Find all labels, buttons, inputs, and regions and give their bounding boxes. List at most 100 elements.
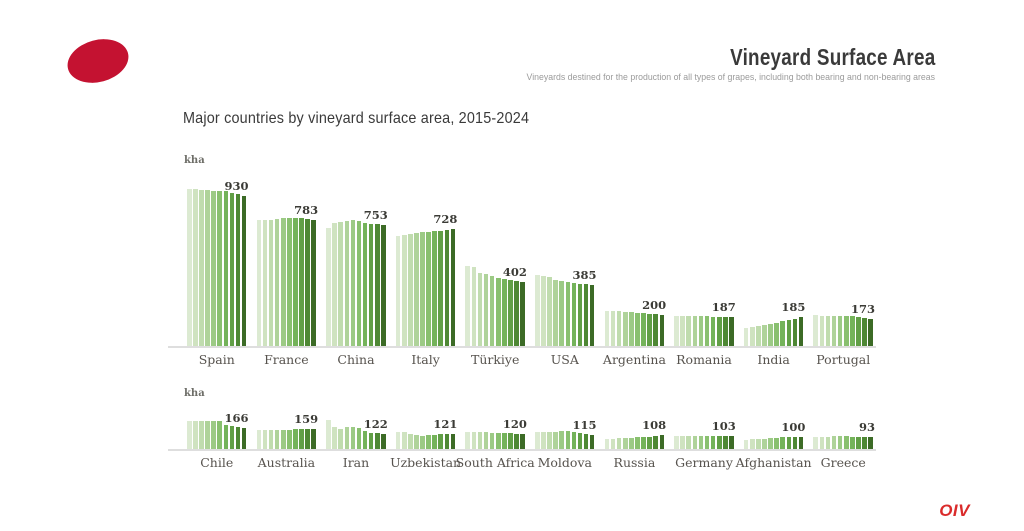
country-label-t-rkiye: Türkiye bbox=[465, 352, 525, 367]
bar-italy-2021 bbox=[432, 231, 437, 347]
bar-romania-2015 bbox=[674, 316, 679, 347]
bar-greece-2021 bbox=[850, 436, 855, 450]
bar-uzbekistan-2020 bbox=[426, 435, 431, 450]
country-label-text: Spain bbox=[198, 352, 235, 367]
bar-iran-2015 bbox=[326, 420, 331, 450]
bar-usa-2023 bbox=[583, 284, 589, 347]
bar-group-china: 753 bbox=[326, 177, 388, 347]
bar-iran-2024 bbox=[381, 433, 386, 450]
chart-title-text: Major countries by vineyard surface area… bbox=[183, 110, 530, 127]
bar-china-2017 bbox=[338, 222, 343, 347]
value-label-argentina: 200 bbox=[642, 297, 667, 312]
bar-uzbekistan-2024 bbox=[450, 433, 456, 450]
bar-russia-2022 bbox=[647, 436, 652, 450]
bar-india-2015 bbox=[743, 327, 749, 347]
bar-afghanistan-2019 bbox=[768, 438, 773, 450]
bar-portugal-2020 bbox=[843, 316, 849, 347]
value-label-t-rkiye: 402 bbox=[502, 264, 527, 279]
bar-australia-2024 bbox=[311, 428, 317, 450]
bar-china-2018 bbox=[344, 221, 350, 347]
bar-afghanistan-2021 bbox=[780, 437, 786, 450]
country-labels-row-1: Chile Australia Iran Uzbekistan South Africa… bbox=[187, 455, 873, 470]
country-label-south-africa: South Africa bbox=[456, 455, 535, 470]
country-label-text: Germany bbox=[675, 455, 733, 470]
bar-india-2022 bbox=[786, 320, 792, 347]
bar-greece-2023 bbox=[862, 437, 867, 450]
country-label-text: Moldova bbox=[537, 455, 592, 470]
bar-australia-2015 bbox=[256, 430, 262, 450]
bar-russia-2024 bbox=[659, 435, 665, 450]
bar-portugal-2022 bbox=[856, 316, 861, 347]
bar-argentina-2020 bbox=[635, 312, 640, 347]
bar-spain-2015 bbox=[187, 188, 192, 347]
bar-group-russia: 108 bbox=[604, 410, 666, 450]
country-label-text: Chile bbox=[200, 455, 234, 470]
bar-australia-2016 bbox=[262, 430, 268, 450]
bar-usa-2021 bbox=[571, 283, 577, 347]
bar-spain-2023 bbox=[235, 194, 241, 347]
bar-uzbekistan-2023 bbox=[444, 433, 450, 450]
bar-china-2023 bbox=[374, 224, 380, 347]
bar-group-india: 185 bbox=[743, 177, 805, 347]
bar-russia-2016 bbox=[610, 438, 616, 450]
country-label-chile: Chile bbox=[187, 455, 247, 470]
country-label-text: USA bbox=[550, 352, 579, 367]
bar-argentina-2017 bbox=[616, 311, 622, 347]
bar-uzbekistan-2015 bbox=[395, 432, 401, 450]
page-subtitle: Vineyards destined for the production of… bbox=[491, 72, 935, 83]
bar-portugal-2015 bbox=[813, 314, 819, 347]
bar-argentina-2016 bbox=[610, 310, 616, 347]
bar-italy-2023 bbox=[444, 230, 450, 347]
country-label-text: China bbox=[337, 352, 375, 367]
bar-romania-2021 bbox=[710, 316, 716, 347]
bar-romania-2017 bbox=[686, 316, 692, 347]
bar-group-portugal: 173 bbox=[813, 177, 875, 347]
country-label-iran: Iran bbox=[326, 455, 386, 470]
bar-spain-2020 bbox=[217, 191, 223, 347]
bar-moldova-2024 bbox=[589, 434, 595, 450]
bar-moldova-2020 bbox=[565, 431, 571, 450]
bar-australia-2018 bbox=[274, 430, 280, 450]
bar-greece-2017 bbox=[825, 436, 831, 450]
bar-uzbekistan-2022 bbox=[438, 434, 444, 450]
bar-iran-2016 bbox=[332, 426, 337, 450]
bar-chile-2017 bbox=[199, 421, 204, 450]
bar-afghanistan-2024 bbox=[798, 436, 804, 450]
bar-south-africa-2015 bbox=[465, 432, 471, 450]
bar-usa-2020 bbox=[565, 282, 571, 347]
bar-romania-2016 bbox=[680, 316, 685, 347]
y-axis-unit-label: kha bbox=[184, 155, 205, 166]
country-label-text: Italy bbox=[411, 352, 440, 367]
bar-china-2015 bbox=[326, 227, 331, 347]
bar-portugal-2017 bbox=[825, 316, 831, 347]
bar-spain-2016 bbox=[193, 189, 198, 347]
country-label-france: France bbox=[257, 352, 317, 367]
bar-italy-2024 bbox=[450, 229, 456, 347]
oiv-logo-ellipse-icon bbox=[62, 32, 134, 90]
bar-china-2022 bbox=[368, 223, 374, 347]
bar-greece-2018 bbox=[831, 436, 837, 450]
bar-italy-2018 bbox=[414, 233, 419, 347]
bar-argentina-2015 bbox=[604, 310, 610, 347]
bar-south-africa-2024 bbox=[520, 433, 525, 450]
bar-france-2015 bbox=[256, 219, 262, 347]
bar-italy-2019 bbox=[420, 232, 425, 347]
bar-argentina-2023 bbox=[653, 314, 658, 347]
bar-usa-2018 bbox=[553, 279, 558, 347]
bar-chile-2024 bbox=[241, 427, 247, 450]
bar-australia-2022 bbox=[299, 429, 304, 450]
bar-spain-2019 bbox=[211, 190, 216, 347]
bar-group-t-rkiye: 402 bbox=[465, 177, 527, 347]
bar-china-2021 bbox=[362, 223, 368, 347]
bar-china-2024 bbox=[381, 225, 386, 347]
bar-afghanistan-2020 bbox=[774, 437, 779, 450]
country-label-germany: Germany bbox=[674, 455, 734, 470]
bar-russia-2018 bbox=[622, 438, 628, 450]
bar-group-usa: 385 bbox=[535, 177, 597, 347]
bar-usa-2016 bbox=[541, 275, 546, 347]
bar-china-2019 bbox=[350, 220, 356, 347]
bar-chile-2022 bbox=[229, 426, 235, 450]
bar-moldova-2022 bbox=[577, 432, 583, 450]
bar-china-2016 bbox=[332, 222, 337, 347]
bar-romania-2024 bbox=[729, 316, 734, 347]
